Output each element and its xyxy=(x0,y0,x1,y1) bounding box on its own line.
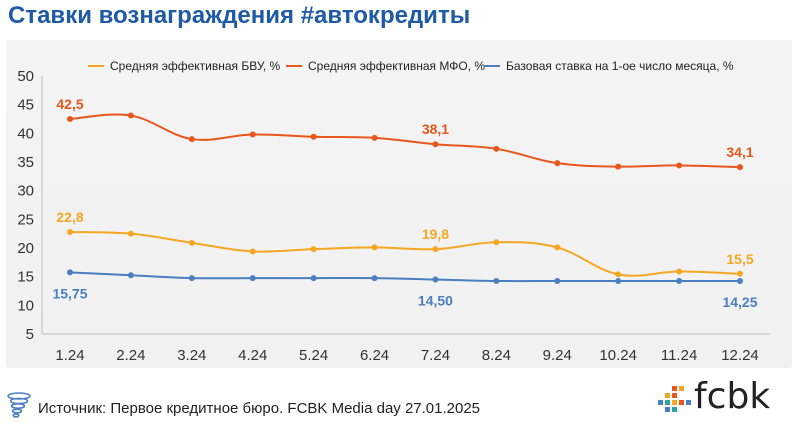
data-labels: 22,8 19,8 15,5 42,5 38,1 34,1 15,75 14,50 14,25 xyxy=(52,96,757,310)
y-tick-label: 30 xyxy=(17,183,34,200)
brand-mark-icon xyxy=(658,386,691,412)
x-tick-label: 4.24 xyxy=(238,347,267,364)
footer: Источник: Первое кредитное бюро. FCBK Me… xyxy=(6,376,792,424)
x-tick-label: 3.24 xyxy=(177,347,206,364)
data-point xyxy=(493,239,500,246)
series-3 xyxy=(67,269,743,284)
x-tick-label: 1.24 xyxy=(55,347,84,364)
series-1 xyxy=(67,228,743,278)
data-point xyxy=(127,112,134,119)
data-point xyxy=(249,248,256,255)
chart-panel xyxy=(6,40,792,368)
legend-label: Средняя эффективная БВУ, % xyxy=(110,59,281,73)
y-tick-label: 5 xyxy=(26,326,34,343)
series-line xyxy=(69,271,740,283)
data-point xyxy=(432,246,439,253)
data-label: 15,75 xyxy=(52,285,87,301)
series-2 xyxy=(67,112,743,171)
data-point xyxy=(493,145,500,152)
brand-name: fcbk xyxy=(694,376,771,417)
x-tick-label: 5.24 xyxy=(299,347,328,364)
data-point xyxy=(737,277,743,284)
data-point xyxy=(188,136,195,143)
data-point xyxy=(371,244,378,251)
data-point xyxy=(737,164,743,171)
chart-legend: Средняя эффективная БВУ, % Средняя эффект… xyxy=(88,59,734,73)
data-point xyxy=(310,133,317,140)
data-point xyxy=(615,163,622,170)
x-tick-label: 8.24 xyxy=(482,347,511,364)
x-tick-label: 2.24 xyxy=(116,347,145,364)
y-tick-label: 35 xyxy=(17,154,34,171)
data-point xyxy=(371,275,378,282)
data-point xyxy=(554,277,561,284)
data-point xyxy=(127,272,134,279)
x-tick-label: 12.24 xyxy=(721,347,759,364)
chart-title: Ставки вознаграждения #автокредиты xyxy=(8,2,471,29)
y-tick-label: 20 xyxy=(17,240,34,257)
y-tick-label: 45 xyxy=(17,97,34,114)
y-tick-label: 50 xyxy=(17,68,34,85)
data-point xyxy=(615,277,622,284)
data-label: 14,50 xyxy=(418,293,453,309)
data-point xyxy=(493,277,500,284)
data-label: 42,5 xyxy=(56,96,83,112)
x-tick-label: 11.24 xyxy=(661,347,697,364)
data-point xyxy=(310,275,317,282)
data-label: 19,8 xyxy=(422,226,449,242)
x-tick-label: 10.24 xyxy=(599,347,637,364)
brand-logo: fcbk xyxy=(658,376,786,420)
x-axis: 1.24 2.24 3.24 4.24 5.24 6.24 7.24 8.24 9.24 10.2… xyxy=(42,333,770,364)
data-point xyxy=(310,246,317,253)
data-label: 15,5 xyxy=(726,251,753,267)
data-point xyxy=(554,244,561,251)
data-label: 22,8 xyxy=(56,209,83,225)
x-tick-label: 9.24 xyxy=(543,347,572,364)
data-point xyxy=(554,160,561,167)
data-point xyxy=(67,116,73,122)
y-tick-label: 40 xyxy=(17,125,34,142)
legend-label: Средняя эффективная МФО, % xyxy=(308,59,485,73)
series-line xyxy=(69,230,741,277)
x-tick-label: 6.24 xyxy=(360,347,389,364)
source-note: Источник: Первое кредитное бюро. FCBK Me… xyxy=(38,400,481,417)
line-chart: Средняя эффективная БВУ, % Средняя эффект… xyxy=(17,59,770,364)
data-point xyxy=(676,162,683,169)
data-point xyxy=(67,269,73,276)
tornado-icon xyxy=(7,392,31,418)
data-point xyxy=(188,239,195,246)
data-point xyxy=(249,131,256,138)
data-point xyxy=(371,134,378,141)
data-point xyxy=(676,268,683,275)
data-label: 34,1 xyxy=(726,144,753,160)
y-tick-label: 15 xyxy=(17,269,34,286)
legend-label: Базовая ставка на 1-ое число месяца, % xyxy=(506,59,734,73)
data-point xyxy=(432,276,439,283)
y-axis: 5 10 15 20 25 30 35 40 45 50 xyxy=(17,68,43,343)
y-tick-label: 25 xyxy=(17,211,34,228)
series-layer xyxy=(67,112,743,284)
y-tick-label: 10 xyxy=(17,297,34,314)
data-label: 14,25 xyxy=(722,294,757,310)
data-point xyxy=(615,271,622,278)
data-label: 38,1 xyxy=(422,121,449,137)
data-point xyxy=(249,275,256,282)
data-point xyxy=(127,230,134,237)
data-point xyxy=(432,141,439,148)
x-tick-label: 7.24 xyxy=(421,347,450,364)
data-point xyxy=(737,270,743,277)
data-point xyxy=(676,277,683,284)
data-point xyxy=(188,275,195,282)
data-point xyxy=(67,228,73,235)
series-line xyxy=(69,113,741,169)
